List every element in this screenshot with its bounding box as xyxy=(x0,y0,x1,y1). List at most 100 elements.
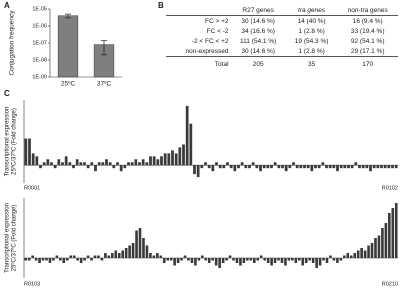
bar xyxy=(42,162,46,166)
bar xyxy=(76,258,79,261)
bar xyxy=(197,258,201,261)
bar xyxy=(356,250,360,258)
bar xyxy=(354,162,358,166)
bar xyxy=(53,165,57,169)
bar xyxy=(365,165,369,169)
table-cell: -2 < FC < +2 xyxy=(191,37,229,45)
bar xyxy=(24,258,28,261)
bar xyxy=(152,255,156,258)
bar xyxy=(207,165,211,169)
y-axis-label: Conjugation frequency xyxy=(9,10,16,76)
bar xyxy=(239,258,242,266)
bar xyxy=(358,165,361,169)
bar xyxy=(343,165,347,169)
bar xyxy=(332,258,336,261)
bar xyxy=(128,245,131,258)
bar xyxy=(171,150,174,166)
table-cell: 205 xyxy=(230,56,286,70)
bar xyxy=(45,258,48,261)
bar xyxy=(86,165,90,169)
bar xyxy=(97,255,100,258)
x-tick-label: 37ºC xyxy=(97,81,112,88)
bar xyxy=(235,258,239,263)
bar xyxy=(174,153,178,166)
bar xyxy=(298,258,301,261)
y-tick-label: 1E-06 xyxy=(32,23,47,29)
bar xyxy=(262,165,266,169)
bar xyxy=(360,248,363,258)
y-axis-label: Transcriptional expression xyxy=(5,203,11,273)
bar xyxy=(83,258,86,261)
bar xyxy=(79,258,83,263)
bar xyxy=(318,258,322,266)
x-tick-label: R0102 xyxy=(382,185,398,191)
bar xyxy=(311,258,315,263)
bar xyxy=(391,165,394,169)
bar xyxy=(242,258,246,263)
bar xyxy=(353,253,357,258)
bar xyxy=(130,162,134,166)
bar xyxy=(346,253,350,258)
bar xyxy=(394,165,398,169)
bar xyxy=(336,258,339,263)
bar xyxy=(237,165,240,169)
table-cell: 92 (54.1 %) xyxy=(350,37,385,45)
table-cell: 170 xyxy=(337,56,398,70)
bar xyxy=(108,162,112,166)
bar xyxy=(244,165,248,169)
bar xyxy=(163,153,167,166)
bar xyxy=(339,165,343,169)
bar xyxy=(93,255,97,258)
bar xyxy=(226,162,229,166)
bar xyxy=(314,165,317,169)
bar xyxy=(59,258,62,261)
bar xyxy=(370,243,374,258)
table-cell: 29 (17.1 %) xyxy=(350,47,385,55)
bar xyxy=(204,258,208,261)
bar xyxy=(149,156,152,166)
table-cell: 1 (2.8 %) xyxy=(298,47,325,55)
y-tick-label: 1E-09 xyxy=(32,74,47,80)
bar xyxy=(336,165,339,172)
bar xyxy=(288,165,292,169)
y-axis-label: Transcriptional expression xyxy=(5,107,11,177)
bar xyxy=(381,228,384,258)
bar xyxy=(83,162,86,166)
bar xyxy=(308,258,311,261)
x-tick-label: R0210 xyxy=(382,281,398,287)
table-cell: 16 (9.4 %) xyxy=(352,17,383,25)
bar xyxy=(61,162,64,166)
bar xyxy=(190,258,194,263)
bar xyxy=(39,165,42,169)
bar xyxy=(259,255,263,258)
bar xyxy=(277,258,280,261)
bar xyxy=(255,165,259,169)
bar xyxy=(292,162,295,166)
bar xyxy=(35,156,39,166)
bar xyxy=(304,258,308,263)
bar xyxy=(211,258,215,261)
error-bar xyxy=(65,13,71,19)
bar xyxy=(329,255,332,258)
bar xyxy=(317,165,321,169)
table-cell: 19 (54.3 %) xyxy=(294,37,329,45)
bar xyxy=(79,162,83,166)
bar xyxy=(270,165,273,169)
bar xyxy=(159,255,163,258)
y-axis-label: 25ºC/37ºC (Fold change) xyxy=(11,205,18,272)
bar xyxy=(48,258,52,263)
bar xyxy=(222,165,226,169)
bar xyxy=(369,165,372,172)
bar xyxy=(218,165,222,169)
bar xyxy=(173,258,176,266)
bar xyxy=(259,165,262,172)
bar xyxy=(116,162,119,166)
bar xyxy=(310,165,314,172)
bar xyxy=(377,235,381,258)
table-row: FC < -2 34 (16.6 %) 1 (2.8 %) 33 (19.4 %) xyxy=(166,26,398,36)
table-cell: FC > +2 xyxy=(205,17,229,25)
bar xyxy=(176,258,180,263)
panel-label: C xyxy=(4,89,10,98)
bar xyxy=(339,258,343,261)
bar xyxy=(263,258,266,261)
